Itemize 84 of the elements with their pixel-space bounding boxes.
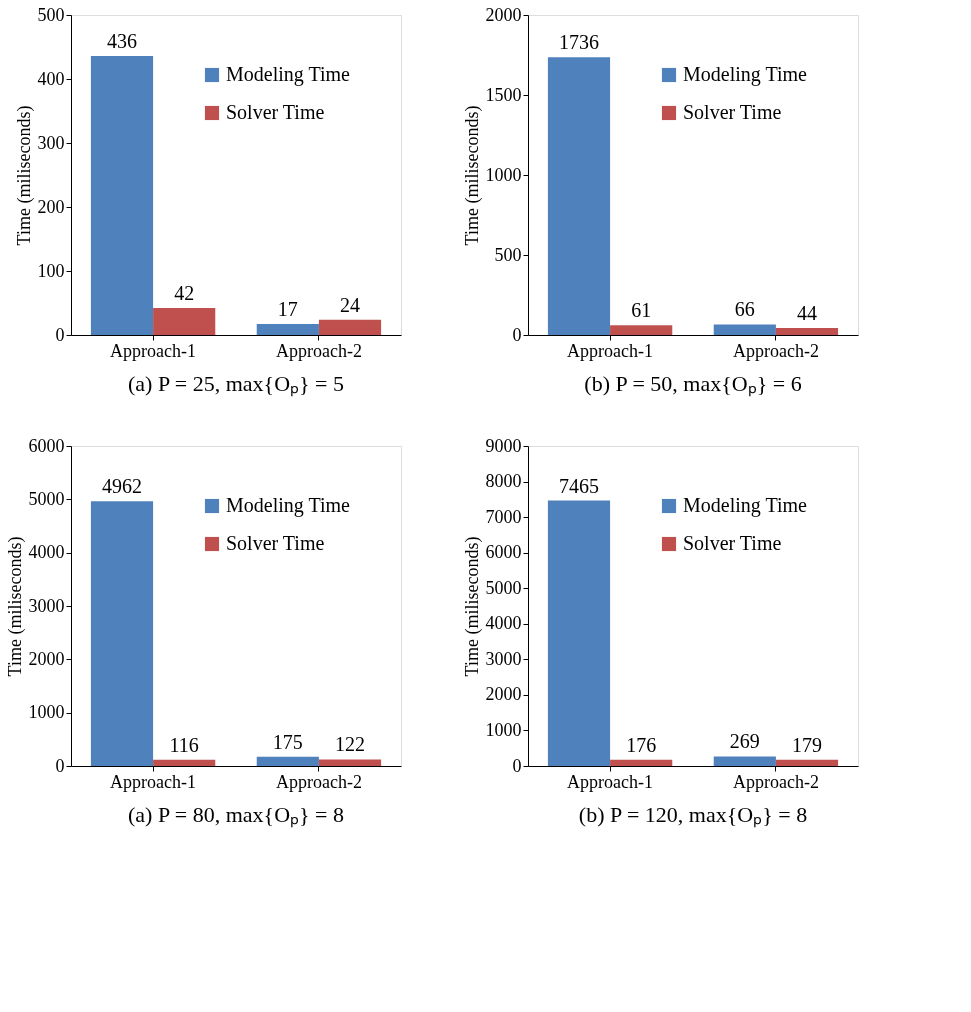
data-label: 269 [729, 730, 760, 753]
data-label: 116 [169, 733, 199, 756]
y-tick-label: 500 [37, 4, 65, 25]
bar [610, 325, 673, 335]
text: (a) P = 80, max{Oₚ} = 8 [127, 802, 345, 828]
data-label: 61 [631, 299, 652, 322]
y-tick-label: 3000 [485, 648, 522, 669]
y-tick-label: 0 [55, 324, 65, 345]
bar [775, 759, 839, 766]
x-tick-label: Approach-2 [275, 340, 362, 361]
data-label: 24 [340, 293, 361, 316]
bar [547, 57, 611, 335]
y-tick-label: 5000 [485, 577, 522, 598]
y-tick-label: 8000 [485, 471, 522, 492]
data-label: 4962 [101, 475, 142, 498]
legend-label: Modeling Time [683, 494, 808, 517]
y-axis-title: Time (miliseconds) [13, 105, 35, 246]
y-tick-label: 4000 [28, 542, 65, 563]
data-label: 42 [174, 282, 195, 305]
text: (a) P = 25, max{Oₚ} = 5 [127, 371, 345, 397]
bar [256, 324, 319, 335]
bar [713, 324, 776, 335]
y-tick-label: 5000 [28, 488, 65, 509]
y-tick-label: 400 [37, 68, 65, 89]
x-tick-label: Approach-1 [567, 771, 654, 792]
legend-label: Modeling Time [683, 63, 808, 86]
data-label: 122 [335, 733, 366, 756]
y-tick-label: 200 [37, 196, 65, 217]
legend-label: Solver Time [226, 101, 325, 123]
y-tick-label: 4000 [485, 613, 522, 634]
y-tick-label: 9000 [485, 435, 522, 456]
y-tick-label: 6000 [28, 435, 65, 456]
bar [153, 759, 216, 766]
x-tick-label: Approach-2 [275, 771, 362, 792]
y-axis-title: Time (miliseconds) [461, 536, 483, 677]
y-tick-label: 1000 [28, 702, 65, 723]
text: (b) P = 50, max{Oₚ} = 6 [584, 371, 802, 397]
y-tick-label: 1000 [485, 164, 522, 185]
x-tick-label: Approach-1 [110, 340, 197, 361]
y-tick-label: 2000 [28, 648, 65, 669]
data-label: 44 [797, 301, 818, 324]
y-tick-label: 3000 [28, 595, 65, 616]
y-tick-label: 0 [55, 755, 65, 776]
bar [90, 501, 154, 766]
data-label: 7465 [558, 474, 599, 497]
y-tick-label: 2000 [485, 4, 522, 25]
y-tick-label: 1500 [485, 84, 522, 105]
bar [713, 756, 776, 766]
x-tick-label: Approach-2 [732, 771, 819, 792]
y-tick-label: 1000 [485, 719, 522, 740]
y-tick-label: 7000 [485, 506, 522, 527]
data-label: 176 [626, 733, 657, 756]
data-label: 179 [792, 733, 823, 756]
bar [775, 327, 839, 335]
legend-label: Solver Time [226, 532, 325, 554]
bar [610, 759, 673, 766]
y-tick-label: 2000 [485, 684, 522, 705]
x-tick-label: Approach-1 [110, 771, 197, 792]
data-label: 17 [277, 298, 298, 321]
data-label: 175 [272, 730, 303, 753]
data-label: 66 [734, 298, 755, 321]
text: (b) P = 120, max{Oₚ} = 8 [578, 802, 808, 828]
bar [256, 756, 319, 766]
y-tick-label: 300 [37, 132, 65, 153]
bar [153, 308, 216, 335]
y-tick-label: 6000 [485, 542, 522, 563]
y-tick-label: 100 [37, 260, 65, 281]
legend-label: Solver Time [683, 101, 782, 123]
y-tick-label: 0 [512, 324, 522, 345]
data-label: 436 [106, 29, 137, 52]
x-tick-label: Approach-1 [567, 340, 654, 361]
y-axis-title: Time (miliseconds) [461, 105, 483, 246]
y-tick-label: 0 [512, 755, 522, 776]
bar [318, 759, 382, 766]
data-label: 1736 [558, 31, 599, 54]
bar [90, 55, 154, 335]
legend-label: Solver Time [683, 532, 782, 554]
bar [318, 319, 382, 335]
y-axis-title: Time (miliseconds) [4, 536, 26, 677]
y-tick-label: 500 [494, 244, 522, 265]
x-tick-label: Approach-2 [732, 340, 819, 361]
bar [547, 500, 611, 766]
legend-label: Modeling Time [226, 494, 351, 517]
legend-label: Modeling Time [226, 63, 351, 86]
